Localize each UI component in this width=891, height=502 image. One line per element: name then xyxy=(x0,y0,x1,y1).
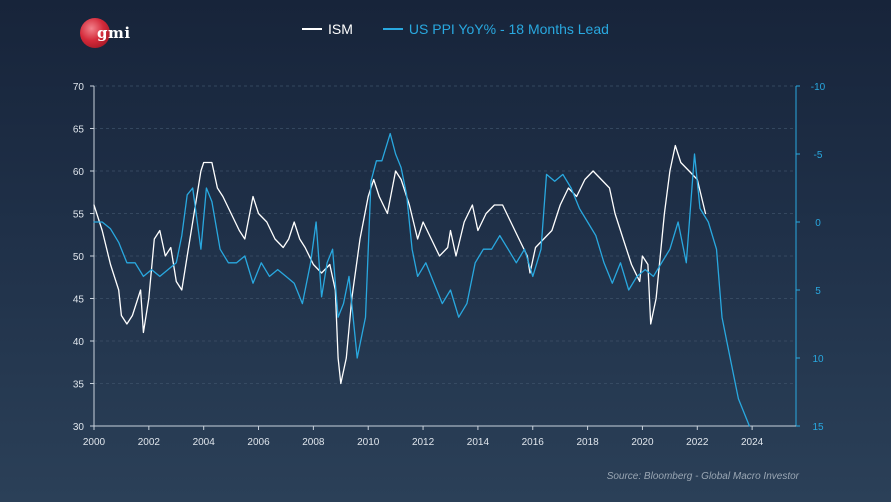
legend-item-ism: ISM xyxy=(302,21,353,37)
x-tick-label: 2022 xyxy=(686,437,709,448)
x-tick-label: 2012 xyxy=(412,437,435,448)
x-tick-label: 2014 xyxy=(467,437,490,448)
y-left-tick-label: 45 xyxy=(73,295,85,306)
y-left-tick-label: 40 xyxy=(73,337,85,348)
chart-legend: ISM US PPI YoY% - 18 Months Lead xyxy=(302,21,609,37)
legend-label-ism: ISM xyxy=(328,21,353,37)
legend-item-ppi: US PPI YoY% - 18 Months Lead xyxy=(382,21,609,37)
y-right-tick-label: -5 xyxy=(814,150,823,161)
x-tick-label: 2020 xyxy=(631,437,654,448)
y-left-tick-label: 30 xyxy=(73,422,85,433)
y-left-tick-label: 60 xyxy=(73,167,85,178)
series-line-ism xyxy=(93,144,707,385)
logo-ball-icon xyxy=(80,18,110,48)
source-note: Source: Bloomberg - Global Macro Investo… xyxy=(606,471,799,482)
series-line-ppi xyxy=(93,132,751,427)
x-tick-label: 2000 xyxy=(83,437,106,448)
y-left-tick-label: 55 xyxy=(73,210,85,221)
legend-swatch-ism xyxy=(302,28,322,30)
y-left-tick-label: 70 xyxy=(73,82,85,93)
x-tick-label: 2018 xyxy=(576,437,599,448)
x-tick-label: 2006 xyxy=(247,437,270,448)
y-right-tick-label: 15 xyxy=(812,422,824,433)
x-tick-label: 2004 xyxy=(193,437,216,448)
legend-label-ppi: US PPI YoY% - 18 Months Lead xyxy=(408,21,609,37)
y-right-tick-label: 10 xyxy=(812,354,824,365)
legend-swatch-ppi xyxy=(382,28,403,30)
x-tick-label: 2010 xyxy=(357,437,380,448)
logo-text: gmi xyxy=(97,24,131,42)
y-right-tick-label: 5 xyxy=(815,286,821,297)
y-left-tick-label: 35 xyxy=(73,380,85,391)
x-tick-label: 2002 xyxy=(138,437,161,448)
y-left-tick-label: 50 xyxy=(73,252,85,263)
gmi-logo: gmi xyxy=(80,18,140,52)
x-tick-label: 2016 xyxy=(522,437,545,448)
y-left-tick-label: 65 xyxy=(73,125,85,136)
y-right-tick-label: -10 xyxy=(811,82,826,93)
x-tick-label: 2008 xyxy=(302,437,325,448)
x-tick-label: 2024 xyxy=(741,437,764,448)
y-right-tick-label: 0 xyxy=(815,218,821,229)
